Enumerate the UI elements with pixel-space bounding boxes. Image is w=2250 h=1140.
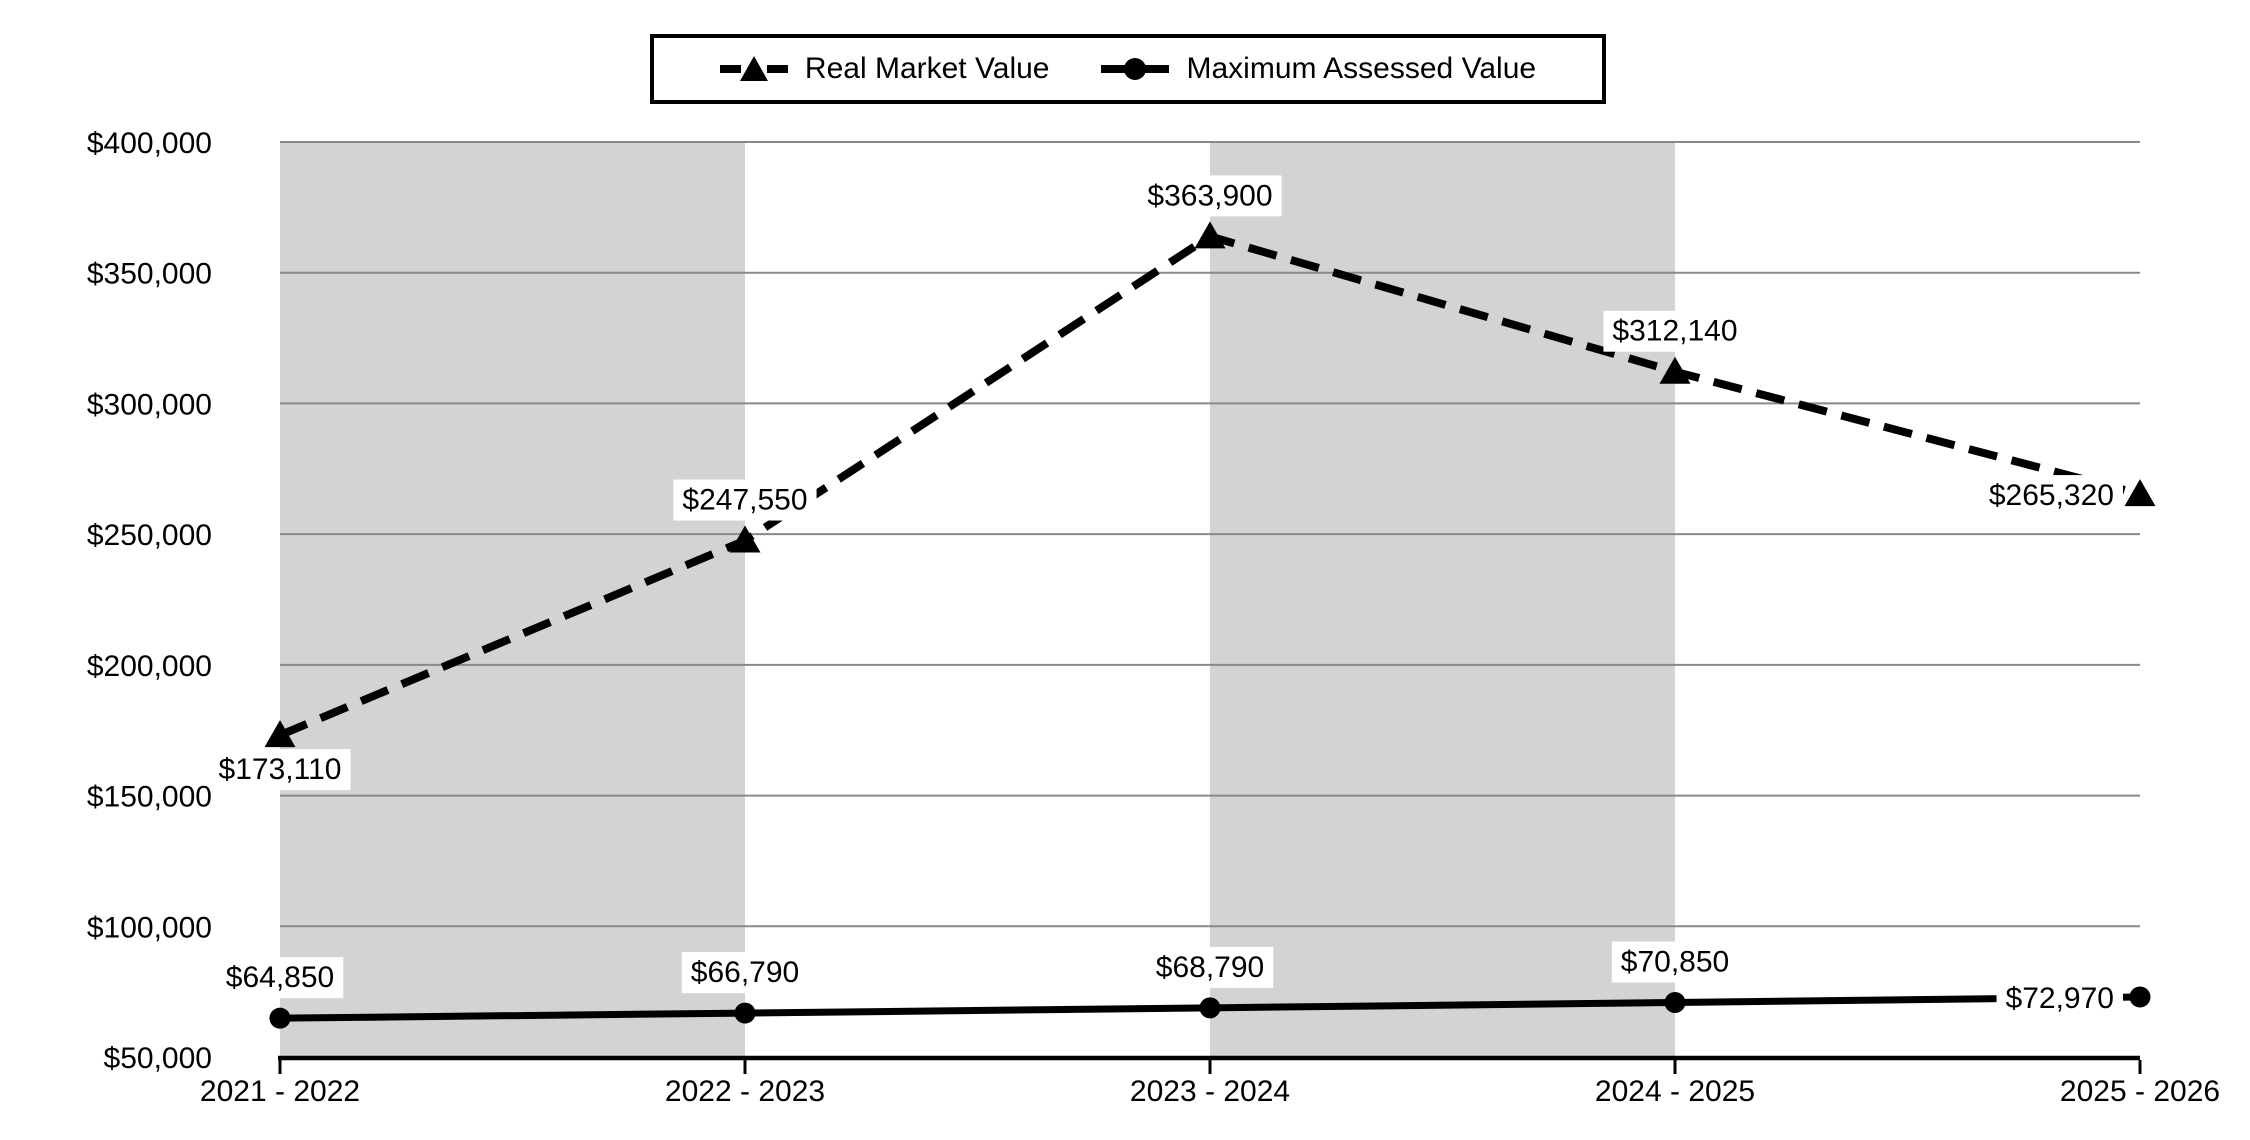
data-label-bg	[1138, 175, 1282, 217]
data-label: $68,790	[1156, 951, 1264, 984]
legend-entry-0: Real Market Value	[719, 52, 1050, 86]
marker-circle	[1199, 997, 1221, 1019]
x-axis-tick-label: 2021 - 2022	[200, 1075, 360, 1108]
data-label: $66,790	[691, 956, 799, 989]
marker-circle	[2129, 986, 2151, 1008]
y-axis-tick-label: $300,000	[87, 388, 212, 421]
legend-triangle-dashed-line-icon	[719, 56, 788, 81]
marker-circle	[1664, 991, 1686, 1013]
marker-circle	[269, 1007, 291, 1029]
legend-circle-solid-line-icon	[1101, 58, 1170, 80]
legend-label: Real Market Value	[804, 52, 1050, 85]
data-label: $72,970	[2006, 982, 2114, 1015]
data-label-bg	[209, 749, 351, 791]
data-label-bg	[681, 952, 809, 994]
y-axis-tick-label: $150,000	[87, 781, 212, 814]
x-axis-tick-label: 2025 - 2026	[2060, 1075, 2220, 1108]
x-axis-tick-label: 2022 - 2023	[665, 1075, 825, 1108]
y-axis-tick-label: $200,000	[87, 650, 212, 683]
data-label: $70,850	[1621, 945, 1729, 978]
data-label-bg	[1146, 946, 1274, 988]
marker-triangle	[1194, 221, 1226, 249]
marker-circle	[734, 1002, 756, 1024]
legend-entry-1: Maximum Assessed Value	[1101, 52, 1536, 86]
marker-triangle	[264, 720, 296, 748]
marker-triangle	[729, 525, 761, 553]
data-label-bg	[1611, 941, 1739, 983]
data-label-bg	[1603, 310, 1747, 352]
y-axis-tick-label: $250,000	[87, 519, 212, 552]
data-label-bg	[1979, 475, 2123, 517]
data-label: $64,850	[226, 961, 334, 994]
y-axis-tick-label: $100,000	[87, 911, 212, 944]
marker-triangle	[2124, 479, 2156, 507]
x-axis-tick-label: 2024 - 2025	[1595, 1075, 1755, 1108]
data-label-bg	[673, 479, 817, 521]
y-axis-tick-label: $350,000	[87, 258, 212, 291]
x-axis-tick-label: 2023 - 2024	[1130, 1075, 1290, 1108]
data-label-bg	[216, 957, 344, 999]
chart-legend: Real Market Value Maximum Assessed Value	[650, 34, 1606, 104]
data-label: $312,140	[1612, 315, 1737, 348]
marker-triangle	[1659, 356, 1691, 384]
data-label: $363,900	[1147, 179, 1272, 212]
y-axis-tick-label: $400,000	[87, 127, 212, 160]
plot-band	[280, 142, 745, 1057]
data-label: $247,550	[682, 484, 807, 517]
plot-band	[1210, 142, 1675, 1057]
data-label: $265,320	[1989, 479, 2114, 512]
legend-label: Maximum Assessed Value	[1186, 52, 1537, 85]
data-label: $173,110	[219, 753, 342, 786]
data-label-bg	[1996, 977, 2123, 1019]
y-axis-tick-label: $50,000	[104, 1042, 212, 1075]
